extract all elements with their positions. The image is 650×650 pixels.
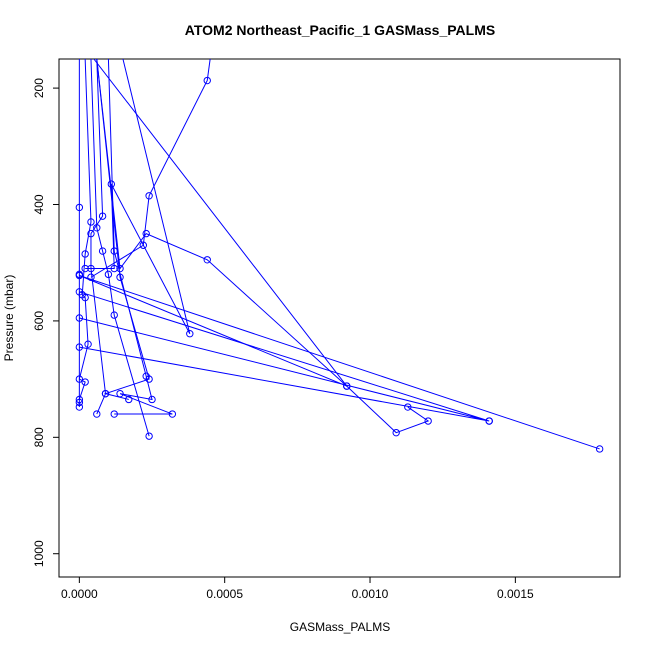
- data-point: [84, 340, 92, 348]
- x-tick-label: 0.0010: [352, 587, 389, 601]
- data-point: [145, 432, 153, 440]
- data-point: [81, 378, 89, 386]
- data-point: [148, 395, 156, 404]
- data-point: [87, 218, 95, 226]
- data-point: [110, 311, 118, 319]
- data-point: [75, 203, 84, 212]
- data-point: [81, 250, 89, 258]
- x-tick-label: 0.0015: [497, 587, 534, 601]
- data-point: [98, 247, 107, 255]
- data-point: [75, 395, 84, 404]
- data-point: [110, 264, 118, 273]
- data-point: [81, 264, 89, 273]
- y-tick-label: 400: [32, 194, 46, 214]
- data-point: [81, 293, 89, 302]
- data-point: [139, 241, 148, 249]
- data-point: [75, 403, 84, 411]
- data-point: [87, 229, 95, 238]
- plot-area: 0.0000 0.0005 0.0010 0.0015 200 400 600 800 1000: [32, 58, 621, 601]
- data-point: [116, 264, 124, 273]
- data-point: [145, 192, 153, 200]
- data-point: [392, 428, 400, 437]
- data-point: [93, 410, 101, 418]
- series-line: [79, 291, 490, 422]
- data-point: [203, 256, 211, 264]
- series-line: [107, 59, 173, 415]
- data-point: [75, 271, 84, 280]
- series-line: [90, 59, 211, 278]
- y-tick-label: 1000: [32, 540, 46, 567]
- series-line: [78, 59, 92, 400]
- y-tick-label: 600: [32, 311, 46, 331]
- data-point: [142, 372, 150, 380]
- data-point: [186, 330, 194, 338]
- data-point: [101, 389, 110, 398]
- data-point: [104, 270, 113, 279]
- data-point: [98, 212, 107, 220]
- data-point: [116, 389, 124, 398]
- data-layer: [75, 59, 604, 453]
- series-line: [79, 59, 600, 450]
- data-point: [75, 343, 84, 351]
- y-axis-title: Pressure (mbar): [2, 275, 16, 362]
- x-axis-title: GASMass_PALMS: [290, 620, 390, 634]
- data-point: [125, 395, 133, 404]
- data-point: [424, 417, 432, 425]
- data-point: [142, 229, 150, 238]
- series-line: [96, 59, 150, 400]
- data-point: [485, 417, 493, 425]
- plot-frame: [58, 58, 621, 578]
- data-point: [75, 375, 84, 383]
- series-line: [96, 59, 430, 434]
- data-point: [75, 288, 84, 296]
- data-point: [75, 314, 84, 322]
- data-point: [110, 410, 118, 418]
- x-tick-label: 0.0000: [61, 587, 98, 601]
- series-line: [90, 59, 150, 437]
- data-point: [168, 410, 177, 418]
- chart-title: ATOM2 Northeast_Pacific_1 GASMass_PALMS: [185, 22, 495, 38]
- y-tick-label: 800: [32, 427, 46, 447]
- y-tick-label: 200: [32, 78, 46, 98]
- data-point: [203, 76, 211, 85]
- data-point: [93, 224, 101, 232]
- x-tick-label: 0.0005: [206, 587, 243, 601]
- data-point: [595, 445, 604, 453]
